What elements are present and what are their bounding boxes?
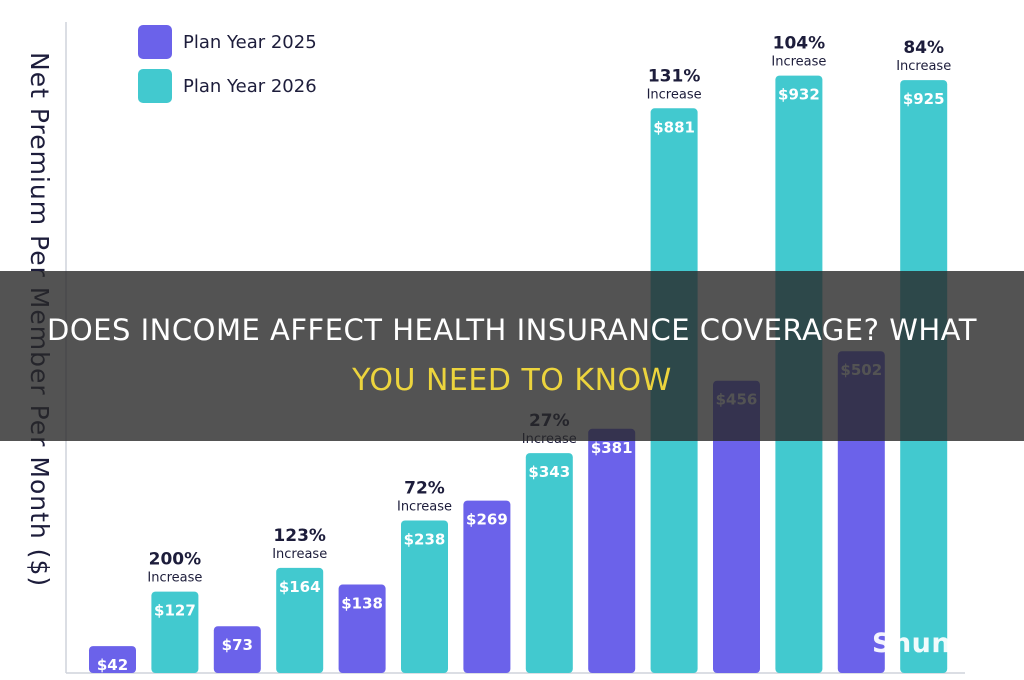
increase-percent-7: 84% <box>903 38 944 58</box>
bar-2025-1 <box>89 646 136 673</box>
increase-word-3: Increase <box>397 499 452 514</box>
title-banner: DOES INCOME AFFECT HEALTH INSURANCE COVE… <box>0 271 1024 441</box>
bar-value-label-2025-5: $381 <box>591 439 633 457</box>
increase-word-5: Increase <box>647 87 702 102</box>
increase-percent-6: 104% <box>773 34 826 54</box>
increase-word-7: Increase <box>896 59 951 74</box>
bar-2025-5 <box>588 428 636 673</box>
increase-percent-3: 72% <box>404 478 445 498</box>
bar-value-label-2026-4: $343 <box>528 463 570 481</box>
bar-2026-2 <box>276 567 324 673</box>
bar-2026-3 <box>401 520 448 673</box>
bar-value-label-2026-1: $127 <box>154 602 196 620</box>
legend-swatch-2 <box>138 69 172 103</box>
bar-2026-1 <box>151 591 199 673</box>
bar-2025-6 <box>713 380 760 673</box>
increase-word-2: Increase <box>272 547 327 562</box>
banner-title-line1: DOES INCOME AFFECT HEALTH INSURANCE COVE… <box>47 313 977 347</box>
bar-2025-2 <box>213 626 261 673</box>
bar-value-label-2025-1: $42 <box>97 656 128 674</box>
legend-label-1: Plan Year 2025 <box>183 32 317 53</box>
bar-value-label-2025-3: $138 <box>341 595 383 613</box>
increase-percent-5: 131% <box>648 66 701 86</box>
bar-value-label-2026-6: $932 <box>778 86 820 104</box>
bar-value-label-2026-5: $881 <box>653 118 695 136</box>
increase-percent-1: 200% <box>149 550 202 570</box>
increase-word-1: Increase <box>147 571 202 586</box>
banner-title-line2: YOU NEED TO KNOW <box>352 363 672 398</box>
bar-value-label-2026-2: $164 <box>279 578 321 596</box>
bar-value-label-2026-3: $238 <box>404 530 446 548</box>
increase-percent-2: 123% <box>273 526 326 546</box>
increase-word-6: Increase <box>771 55 826 70</box>
chart-legend: Plan Year 2025 Plan Year 2026 <box>138 25 317 103</box>
bar-2026-4 <box>525 453 573 673</box>
legend-label-2: Plan Year 2026 <box>183 76 317 97</box>
bar-2025-4 <box>463 500 511 673</box>
bar-2025-3 <box>338 584 386 673</box>
bar-value-label-2025-4: $269 <box>466 511 508 529</box>
bar-value-label-2025-2: $73 <box>222 636 253 654</box>
legend-swatch-1 <box>138 25 172 59</box>
bar-value-label-2026-7: $925 <box>903 90 945 108</box>
watermark-logo: Shun <box>872 628 952 659</box>
